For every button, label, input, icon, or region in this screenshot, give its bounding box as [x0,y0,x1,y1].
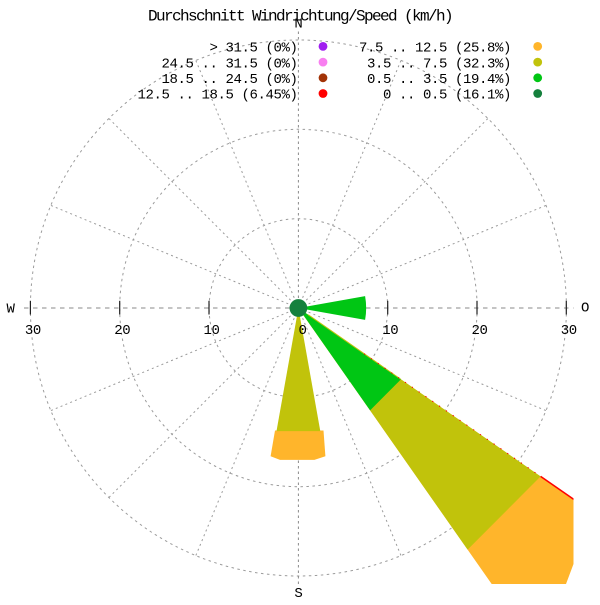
svg-text:0.5 .. 3.5 (19.4%): 0.5 .. 3.5 (19.4%) [367,72,511,88]
svg-text:W: W [6,302,15,318]
svg-text:3.5 .. 7.5 (32.3%): 3.5 .. 7.5 (32.3%) [367,56,511,72]
svg-text:30: 30 [561,323,577,339]
svg-text:10: 10 [203,323,219,339]
svg-text:20: 20 [114,323,130,339]
svg-text:O: O [581,301,589,317]
svg-text:20: 20 [471,323,487,339]
svg-text:0 .. 0.5 (16.1%): 0 .. 0.5 (16.1%) [383,88,511,104]
svg-text:> 31.5 (0%): > 31.5 (0%) [209,41,297,57]
svg-text:10: 10 [382,323,398,339]
svg-text:30: 30 [25,323,41,339]
svg-text:7.5 .. 12.5 (25.8%): 7.5 .. 12.5 (25.8%) [359,41,511,57]
svg-text:Durchschnitt Windrichtung/Spee: Durchschnitt Windrichtung/Speed (km/h) [148,8,452,26]
svg-text:12.5 .. 18.5 (6.45%): 12.5 .. 18.5 (6.45%) [137,88,297,104]
svg-text:N: N [294,17,302,33]
svg-text:24.5 .. 31.5 (0%): 24.5 .. 31.5 (0%) [161,56,297,72]
svg-text:18.5 .. 24.5 (0%): 18.5 .. 24.5 (0%) [161,72,297,88]
svg-text:S: S [294,586,302,600]
svg-text:0: 0 [298,323,306,339]
